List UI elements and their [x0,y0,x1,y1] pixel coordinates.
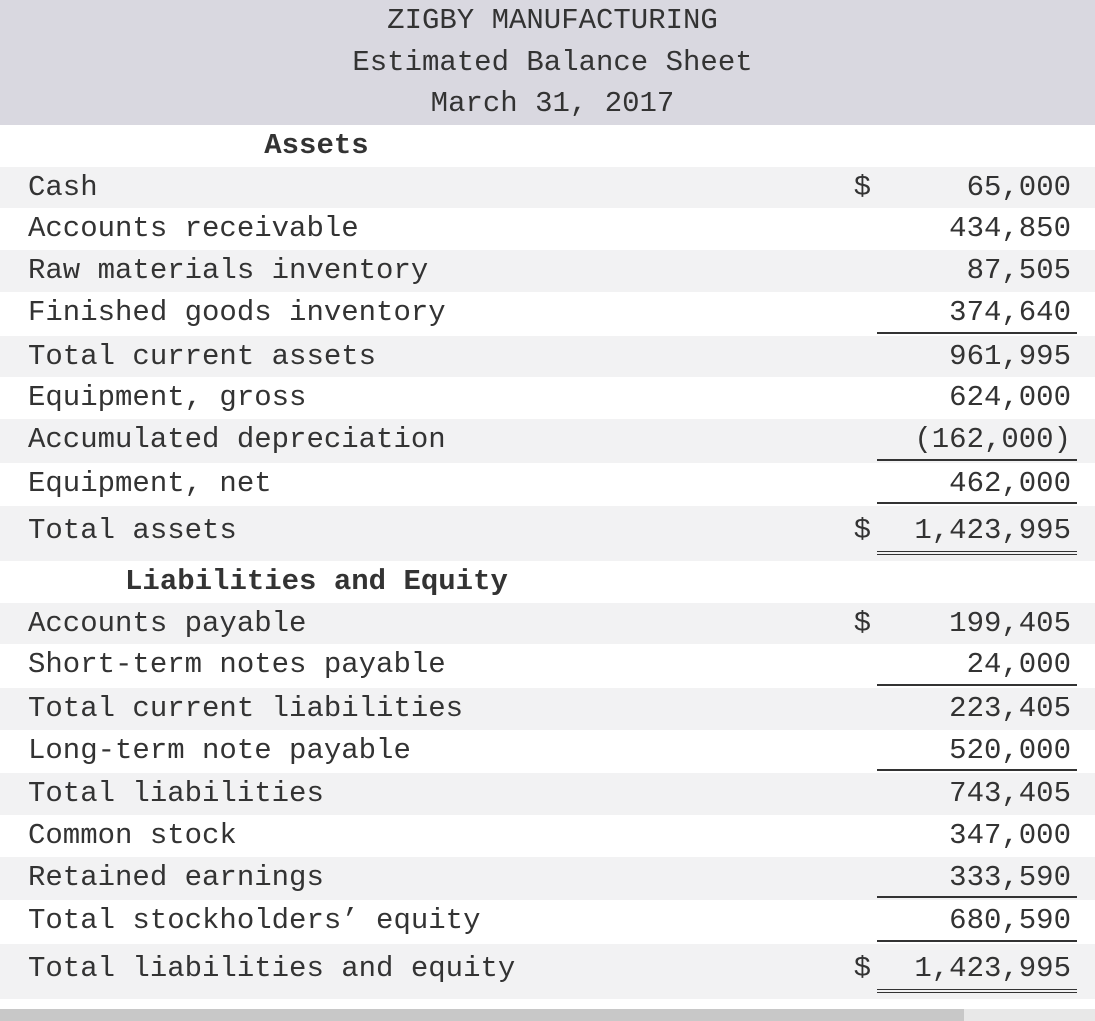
label-tot-le: Total liabilities and equity [28,950,837,988]
value-acc-dep: (162,000) [877,421,1077,461]
currency-cash: $ [837,169,877,207]
value-raw-mat: 87,505 [877,252,1077,290]
company-name: ZIGBY MANUFACTURING [387,2,718,40]
row-fin-goods: Finished goods inventory 374,640 [0,292,1095,336]
label-equip-gross: Equipment, gross [28,379,837,417]
row-cash: Cash $ 65,000 [0,167,1095,209]
value-tot-se: 680,590 [877,902,1077,942]
value-equip-gross: 624,000 [877,379,1077,417]
statement-date: March 31, 2017 [431,85,675,123]
label-acc-dep: Accumulated depreciation [28,421,837,459]
value-equip-net: 462,000 [877,465,1077,505]
row-ap: Accounts payable $ 199,405 [0,603,1095,645]
value-lt-note: 520,000 [877,732,1077,772]
row-acc-dep: Accumulated depreciation (162,000) [0,419,1095,463]
row-equip-gross: Equipment, gross 624,000 [0,377,1095,419]
currency-tot-le: $ [837,950,877,988]
value-ap: 199,405 [877,605,1077,643]
scrollbar-thumb[interactable] [0,1009,964,1021]
label-cash: Cash [28,169,837,207]
value-tot-liab: 743,405 [877,775,1077,813]
value-cash: 65,000 [877,169,1077,207]
label-lt-note: Long-term note payable [28,732,837,770]
section-liab-equity-heading: Liabilities and Equity [28,563,605,601]
horizontal-scrollbar[interactable] [0,1005,1095,1021]
label-tca: Total current assets [28,338,837,376]
label-raw-mat: Raw materials inventory [28,252,837,290]
label-tcl: Total current liabilities [28,690,837,728]
row-tot-se: Total stockholders’ equity 680,590 [0,900,1095,944]
label-st-notes: Short-term notes payable [28,646,837,684]
section-assets-header-row: Assets [0,125,1095,167]
row-lt-note: Long-term note payable 520,000 [0,730,1095,774]
label-ar: Accounts receivable [28,210,837,248]
value-st-notes: 24,000 [877,646,1077,686]
statement-title: Estimated Balance Sheet [352,44,752,82]
label-tot-liab: Total liabilities [28,775,837,813]
row-total-assets: Total assets $ 1,423,995 [0,506,1095,561]
header-title: Estimated Balance Sheet [0,42,1095,84]
row-ret-earn: Retained earnings 333,590 [0,857,1095,901]
label-fin-goods: Finished goods inventory [28,294,837,332]
value-tot-le: 1,423,995 [877,950,1077,993]
value-ret-earn: 333,590 [877,859,1077,899]
row-tot-liab: Total liabilities 743,405 [0,773,1095,815]
row-tca: Total current assets 961,995 [0,336,1095,378]
value-total-assets: 1,423,995 [877,512,1077,555]
value-tcl: 223,405 [877,690,1077,728]
label-tot-se: Total stockholders’ equity [28,902,837,940]
value-common-stock: 347,000 [877,817,1077,855]
header-company: ZIGBY MANUFACTURING [0,0,1095,42]
scrollbar-track [0,1009,1095,1021]
header-date: March 31, 2017 [0,83,1095,125]
row-st-notes: Short-term notes payable 24,000 [0,644,1095,688]
row-tot-le: Total liabilities and equity $ 1,423,995 [0,944,1095,999]
section-assets-heading: Assets [28,127,605,165]
currency-ap: $ [837,605,877,643]
label-ret-earn: Retained earnings [28,859,837,897]
row-ar: Accounts receivable 434,850 [0,208,1095,250]
currency-total-assets: $ [837,512,877,550]
balance-sheet-table: ZIGBY MANUFACTURING Estimated Balance Sh… [0,0,1095,1021]
value-ar: 434,850 [877,210,1077,248]
row-common-stock: Common stock 347,000 [0,815,1095,857]
label-ap: Accounts payable [28,605,837,643]
label-common-stock: Common stock [28,817,837,855]
value-tca: 961,995 [877,338,1077,376]
row-tcl: Total current liabilities 223,405 [0,688,1095,730]
label-equip-net: Equipment, net [28,465,837,503]
label-total-assets: Total assets [28,512,837,550]
value-fin-goods: 374,640 [877,294,1077,334]
row-raw-mat: Raw materials inventory 87,505 [0,250,1095,292]
row-equip-net: Equipment, net 462,000 [0,463,1095,507]
section-liab-equity-header-row: Liabilities and Equity [0,561,1095,603]
